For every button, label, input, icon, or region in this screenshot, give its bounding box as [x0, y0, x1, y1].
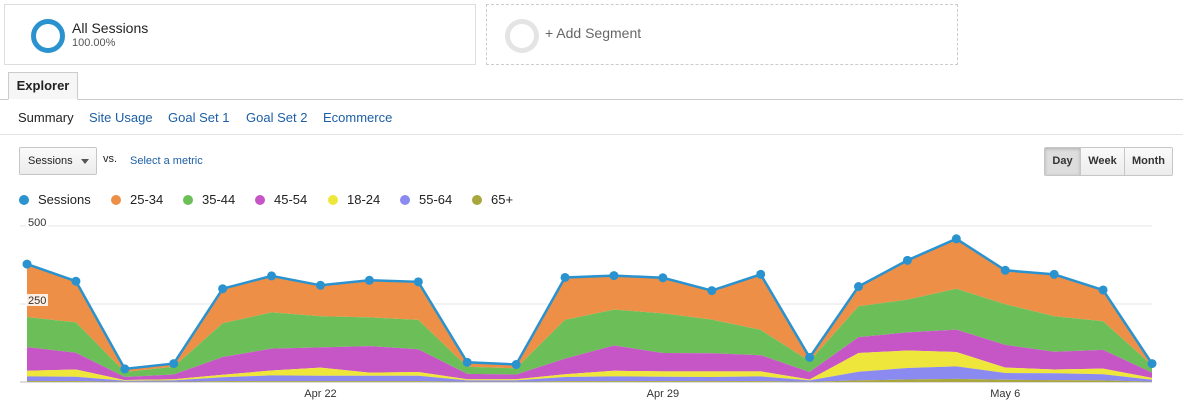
subtab-ecommerce[interactable]: Ecommerce: [323, 110, 393, 125]
segment-title: All Sessions: [72, 20, 149, 36]
chevron-down-icon: [81, 159, 89, 164]
legend-item-25-34[interactable]: 25-34: [111, 192, 163, 207]
legend-label: Sessions: [38, 192, 91, 207]
sessions-area-chart[interactable]: 500 250 Apr 22 Apr 29 May 6: [0, 216, 1183, 406]
legend-label: 55-64: [419, 192, 453, 207]
area-18-24: [27, 350, 1152, 381]
area-25-34: [27, 238, 1152, 372]
sessions-point[interactable]: [951, 234, 961, 244]
legend-dot-icon: [183, 195, 193, 205]
subtab-divider: [0, 134, 1183, 135]
sessions-point[interactable]: [462, 357, 472, 367]
x-tick-label: Apr 29: [647, 388, 679, 400]
sessions-point[interactable]: [609, 271, 619, 281]
month-button[interactable]: Month: [1124, 148, 1172, 175]
y-tick-bg: [26, 294, 48, 306]
subtab-site-usage[interactable]: Site Usage: [89, 110, 153, 125]
area-45-54: [27, 329, 1152, 381]
sessions-point[interactable]: [413, 277, 423, 287]
sessions-point[interactable]: [267, 271, 277, 281]
legend-item-45-54[interactable]: 45-54: [255, 192, 307, 207]
legend-dot-icon: [255, 195, 265, 205]
segment-all-sessions[interactable]: All Sessions 100.00%: [4, 4, 476, 65]
segment-donut-icon: [31, 19, 65, 53]
select-metric-link[interactable]: Select a metric: [130, 155, 203, 167]
sessions-point[interactable]: [560, 272, 570, 282]
legend-label: 25-34: [130, 192, 164, 207]
legend-label: 35-44: [202, 192, 236, 207]
add-segment-label: + Add Segment: [545, 25, 642, 41]
vs-label: vs.: [103, 153, 118, 165]
y-tick-label: 250: [28, 295, 46, 307]
sessions-point[interactable]: [1147, 359, 1157, 369]
legend-item-35-44[interactable]: 35-44: [183, 192, 235, 207]
tab-explorer[interactable]: Explorer: [8, 72, 78, 100]
area-65-plus: [27, 378, 1152, 382]
sessions-point[interactable]: [364, 275, 374, 285]
legend-dot-icon: [19, 195, 29, 205]
sessions-point[interactable]: [511, 360, 521, 370]
sessions-point[interactable]: [71, 276, 81, 286]
y-tick-bg: [26, 216, 48, 228]
area-35-44: [27, 288, 1152, 377]
sessions-point[interactable]: [120, 364, 130, 374]
x-tick-label: May 6: [990, 388, 1020, 400]
subtab-goal-set-1[interactable]: Goal Set 1: [168, 110, 230, 125]
sessions-point[interactable]: [1049, 269, 1059, 279]
legend-item-sessions[interactable]: Sessions: [19, 192, 91, 207]
subtab-summary[interactable]: Summary: [18, 110, 74, 125]
legend-dot-icon: [328, 195, 338, 205]
sessions-point[interactable]: [805, 352, 815, 362]
legend-dot-icon: [111, 195, 121, 205]
legend-item-18-24[interactable]: 18-24: [328, 192, 380, 207]
sessions-point[interactable]: [1098, 285, 1108, 295]
sessions-point[interactable]: [315, 280, 325, 290]
empty-segment-icon: [505, 19, 539, 53]
sessions-point[interactable]: [1000, 265, 1010, 275]
sessions-point[interactable]: [658, 273, 668, 283]
sessions-point[interactable]: [22, 259, 32, 269]
y-tick-label: 500: [28, 217, 46, 229]
week-button[interactable]: Week: [1080, 148, 1124, 175]
day-button[interactable]: Day: [1045, 148, 1080, 175]
sessions-point[interactable]: [756, 269, 766, 279]
metric-select-value: Sessions: [28, 155, 73, 167]
area-55-64: [27, 366, 1152, 382]
legend-label: 65+: [491, 192, 514, 207]
add-segment-button[interactable]: + Add Segment: [486, 4, 958, 65]
legend-item-55-64[interactable]: 55-64: [400, 192, 452, 207]
metric-select[interactable]: Sessions: [19, 147, 97, 175]
sessions-point[interactable]: [854, 282, 864, 292]
legend-dot-icon: [472, 195, 482, 205]
legend-label: 45-54: [274, 192, 308, 207]
sessions-point[interactable]: [707, 286, 717, 296]
legend-label: 18-24: [347, 192, 381, 207]
sessions-point[interactable]: [218, 284, 228, 294]
sessions-point[interactable]: [902, 255, 912, 265]
subtab-goal-set-2[interactable]: Goal Set 2: [246, 110, 308, 125]
x-tick-label: Apr 22: [304, 388, 336, 400]
segment-percent: 100.00%: [72, 37, 116, 49]
sessions-line: [26, 237, 1154, 371]
sessions-point[interactable]: [169, 359, 179, 369]
tab-divider: [0, 99, 1183, 100]
legend-dot-icon: [400, 195, 410, 205]
legend-item-65-plus[interactable]: 65+: [472, 192, 513, 207]
granularity-toggle: Day Week Month: [1044, 147, 1173, 176]
